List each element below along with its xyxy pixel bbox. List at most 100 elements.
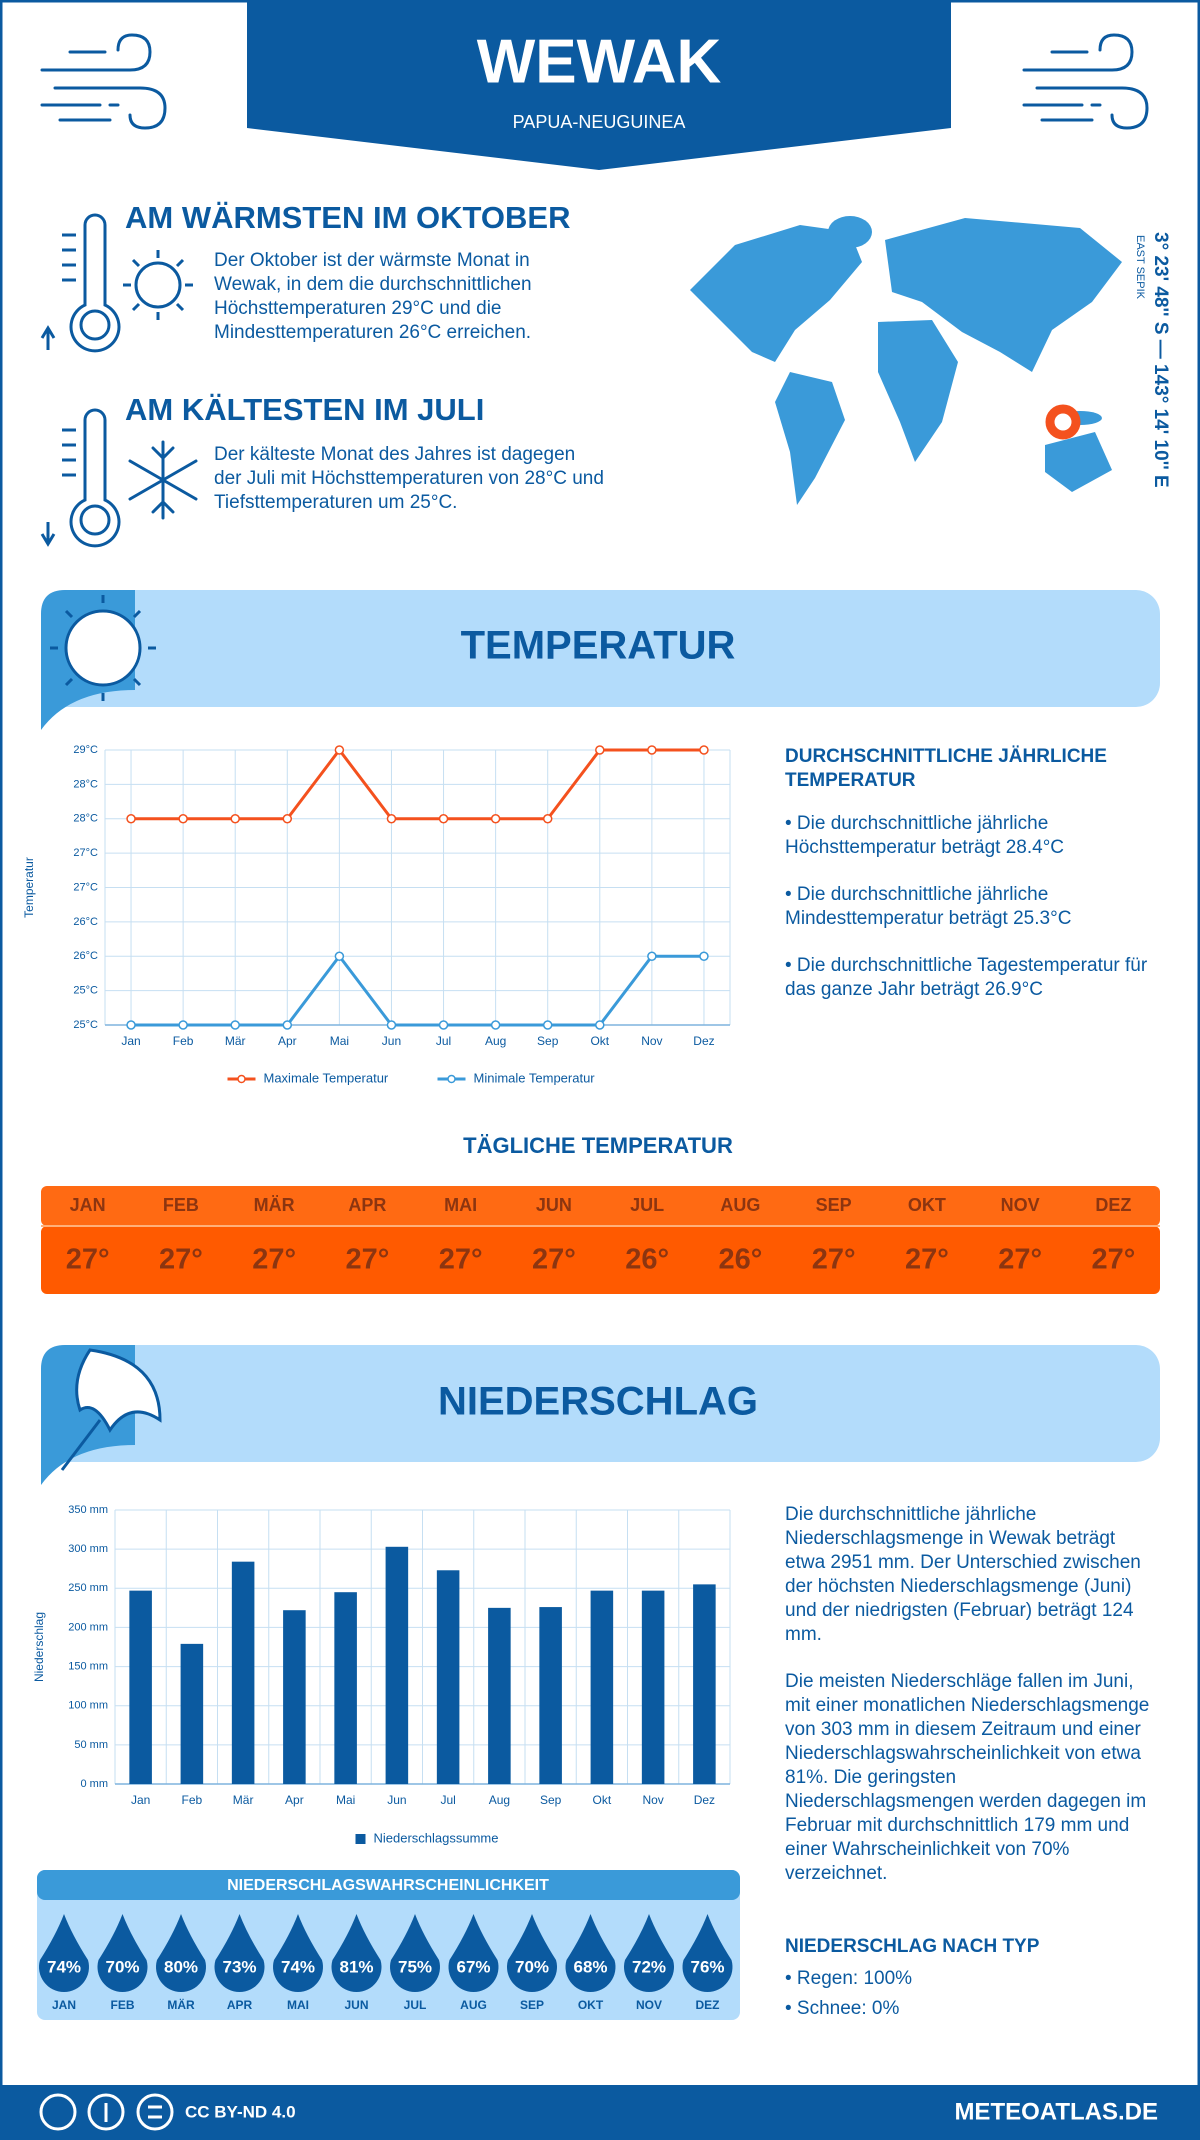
month-label: JUN (536, 1195, 572, 1215)
drop (389, 1914, 440, 1992)
y-tick-label: 25°C (73, 985, 98, 997)
footer-bg (0, 2085, 1200, 2140)
point (542, 814, 553, 824)
point (438, 1020, 449, 1030)
x-tick-label: Nov (642, 1793, 663, 1807)
probability-month: APR (227, 1998, 253, 2012)
daily-value: 27° (998, 1244, 1042, 1276)
y-tick-label: 50 mm (74, 1739, 108, 1751)
region: EAST SEPIK (1134, 235, 1146, 300)
point (595, 745, 605, 755)
y-tick-label: 250 mm (68, 1582, 108, 1594)
daily-value: 27° (66, 1244, 110, 1276)
x-tick-label: Apr (278, 1034, 297, 1048)
world-map (690, 216, 1122, 505)
point (490, 1020, 501, 1030)
point (230, 814, 240, 824)
y-tick-label: 27°C (73, 881, 98, 893)
y-axis-label: Temperatur (22, 857, 36, 918)
x-tick-label: Jun (382, 1034, 401, 1048)
drop (624, 1914, 674, 1992)
point (334, 745, 345, 755)
legend-label: Niederschlagssumme (374, 1830, 499, 1845)
daily-value: 27° (532, 1244, 576, 1276)
drop (448, 1914, 499, 1992)
month-label: JAN (70, 1195, 106, 1215)
license-icons (39, 2093, 174, 2131)
probability-value: 72% (632, 1957, 666, 1976)
probability-value: 81% (339, 1957, 373, 1976)
snowflake-icon (128, 440, 198, 520)
drop (507, 1914, 557, 1992)
x-tick-label: Sep (540, 1793, 562, 1807)
month-label: OKT (908, 1195, 946, 1215)
y-tick-label: 25°C (73, 1019, 98, 1031)
drop (214, 1914, 265, 1992)
daily-value: 27° (345, 1244, 389, 1276)
probability-month: MAI (287, 1998, 309, 2012)
y-tick-label: 300 mm (68, 1543, 108, 1555)
page-title: WEWAK (477, 27, 722, 96)
point (126, 814, 136, 824)
bar (129, 1590, 152, 1784)
x-tick-label: Okt (590, 1034, 609, 1048)
bar (488, 1607, 511, 1784)
point (490, 814, 501, 824)
x-tick-label: Mai (336, 1793, 355, 1807)
bar (641, 1590, 665, 1784)
probability-value: 70% (105, 1957, 139, 1976)
bar (385, 1546, 409, 1784)
bar (283, 1610, 306, 1784)
month-label: APR (348, 1195, 386, 1215)
x-tick-label: Mai (330, 1034, 349, 1048)
y-tick-label: 26°C (73, 950, 98, 962)
summary-title: DURCHSCHNITTLICHE JÄHRLICHE TEMPERATUR (785, 746, 1107, 791)
daily-value: 27° (439, 1244, 483, 1276)
bar (590, 1590, 614, 1784)
probability-month: FEB (111, 1998, 135, 2012)
probability-month: JUL (404, 1998, 427, 2012)
point (230, 1020, 240, 1030)
drop (331, 1914, 382, 1992)
probability-month: DEZ (696, 1998, 720, 2012)
point (595, 1020, 605, 1030)
warmest-text: Der Oktober ist der wärmste Monat in Wew… (214, 250, 532, 343)
point (282, 814, 293, 824)
probability-value: 74% (47, 1957, 81, 1976)
daily-value: 27° (1091, 1244, 1135, 1276)
precip-paragraph: Die durchschnittliche jährliche Niedersc… (785, 1504, 1141, 1645)
drop (97, 1914, 148, 1992)
daily-value: 27° (252, 1244, 296, 1276)
x-tick-label: Dez (694, 1793, 715, 1807)
daily-value: 26° (718, 1244, 762, 1276)
month-label: FEB (163, 1195, 199, 1215)
x-tick-label: Jul (440, 1793, 455, 1807)
bar (180, 1643, 204, 1784)
precip-paragraph: Die meisten Niederschläge fallen im Juni… (785, 1671, 1150, 1884)
wind-icon (1022, 33, 1149, 130)
point (647, 951, 657, 961)
point (542, 1020, 553, 1030)
wind-icon (40, 33, 167, 130)
month-label: MAI (444, 1195, 477, 1215)
month-label: SEP (816, 1195, 852, 1215)
bar (231, 1561, 255, 1784)
probability-month: OKT (578, 1998, 604, 2012)
x-tick-label: Jan (131, 1793, 150, 1807)
month-label: JUL (630, 1195, 664, 1215)
probability-value: 67% (456, 1957, 490, 1976)
probability-value: 76% (690, 1957, 724, 1976)
drop (156, 1914, 206, 1992)
probability-month: JAN (52, 1998, 76, 2012)
drop (273, 1914, 323, 1992)
license: CC BY-ND 4.0 (185, 2102, 296, 2121)
section-banner (41, 1345, 1160, 1462)
section-banner (41, 590, 1160, 707)
summary-bullet: • Die durchschnittliche jährliche Höchst… (785, 813, 1065, 858)
coordinates: 3° 23' 48'' S — 143° 14' 10'' E (1150, 232, 1171, 488)
probability-box (37, 1870, 740, 2020)
y-tick-label: 150 mm (68, 1660, 108, 1672)
probability-value: 80% (164, 1957, 198, 1976)
probability-title-bar (37, 1870, 740, 1900)
